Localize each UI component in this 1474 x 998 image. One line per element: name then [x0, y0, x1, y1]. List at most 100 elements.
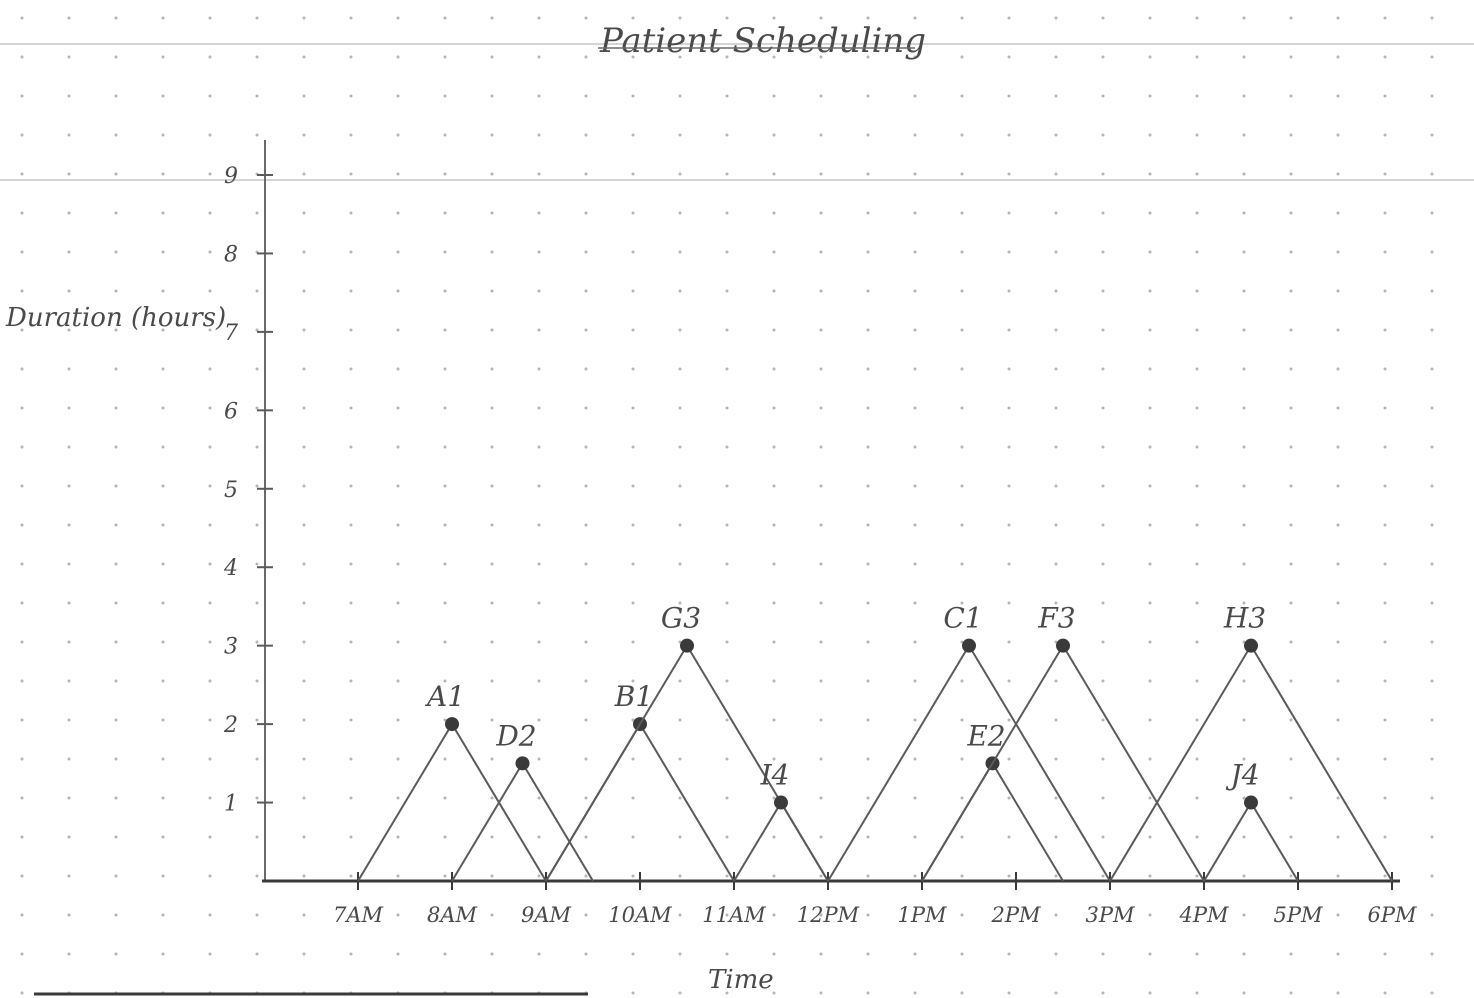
grid-dot — [1148, 991, 1152, 995]
grid-dot — [1148, 757, 1152, 761]
grid-dot — [302, 757, 306, 761]
grid-dot — [631, 913, 635, 917]
grid-dot — [1195, 16, 1199, 20]
grid-dot — [490, 835, 494, 839]
grid-dot — [866, 484, 870, 488]
grid-dot — [1101, 484, 1105, 488]
grid-dot — [725, 601, 729, 605]
grid-dot — [1336, 94, 1340, 98]
grid-dot — [255, 133, 259, 137]
grid-dot — [1007, 874, 1011, 878]
y-tick-label: 9 — [224, 164, 238, 189]
grid-dot — [584, 796, 588, 800]
grid-dot — [67, 55, 71, 59]
grid-dot — [1054, 874, 1058, 878]
grid-dot — [161, 523, 165, 527]
grid-dot — [396, 172, 400, 176]
grid-dot — [1054, 757, 1058, 761]
chart-title: Patient Scheduling — [599, 21, 926, 61]
grid-dot — [819, 718, 823, 722]
grid-dot — [866, 289, 870, 293]
grid-dot — [349, 367, 353, 371]
grid-dot — [866, 406, 870, 410]
grid-dot — [114, 406, 118, 410]
grid-dot — [208, 328, 212, 332]
grid-dot — [114, 757, 118, 761]
grid-dot — [1148, 835, 1152, 839]
series-line — [921, 761, 1064, 882]
grid-dot — [1007, 679, 1011, 683]
grid-dot — [960, 94, 964, 98]
grid-dot — [537, 562, 541, 566]
grid-dot — [913, 445, 917, 449]
series-line — [451, 761, 594, 882]
grid-dot — [1195, 718, 1199, 722]
grid-dot — [1336, 679, 1340, 683]
grid-dot — [678, 952, 682, 956]
grid-dot — [396, 679, 400, 683]
grid-dot — [1242, 523, 1246, 527]
grid-dot — [631, 172, 635, 176]
grid-dot — [1054, 445, 1058, 449]
series-label: J4 — [1225, 759, 1259, 792]
grid-dot — [1242, 562, 1246, 566]
grid-dot — [913, 211, 917, 215]
grid-dot — [255, 835, 259, 839]
grid-dot — [67, 406, 71, 410]
grid-dot — [490, 757, 494, 761]
grid-dot — [913, 640, 917, 644]
grid-dot — [396, 289, 400, 293]
grid-dot — [1007, 172, 1011, 176]
grid-dot — [913, 601, 917, 605]
grid-dot — [255, 601, 259, 605]
grid-dot — [396, 367, 400, 371]
grid-dot — [20, 796, 24, 800]
grid-dot — [208, 679, 212, 683]
grid-dot — [443, 913, 447, 917]
grid-dot — [772, 445, 776, 449]
grid-dot — [114, 172, 118, 176]
grid-dot — [537, 16, 541, 20]
grid-dot — [1007, 757, 1011, 761]
grid-dot — [161, 796, 165, 800]
grid-dot — [584, 913, 588, 917]
grid-dot — [1195, 367, 1199, 371]
grid-dot — [255, 16, 259, 20]
grid-dot — [678, 328, 682, 332]
grid-dot — [1148, 601, 1152, 605]
grid-dot — [161, 16, 165, 20]
grid-dot — [349, 757, 353, 761]
grid-dot — [114, 718, 118, 722]
grid-dot — [1054, 328, 1058, 332]
grid-dot — [678, 601, 682, 605]
grid-dot — [161, 913, 165, 917]
grid-dot — [396, 133, 400, 137]
grid-dot — [255, 874, 259, 878]
grid-dot — [208, 484, 212, 488]
grid-dot — [255, 952, 259, 956]
grid-dot — [913, 289, 917, 293]
grid-dot — [913, 679, 917, 683]
grid-dot — [161, 679, 165, 683]
series-label: E2 — [966, 719, 1005, 752]
grid-dot — [537, 601, 541, 605]
grid-dot — [1289, 367, 1293, 371]
grid-dot — [913, 484, 917, 488]
grid-dot — [1148, 367, 1152, 371]
grid-dot — [302, 55, 306, 59]
grid-dot — [1430, 133, 1434, 137]
grid-dot — [161, 718, 165, 722]
grid-dot — [302, 796, 306, 800]
grid-dot — [913, 796, 917, 800]
grid-dot — [772, 874, 776, 878]
grid-dot — [208, 133, 212, 137]
grid-dot — [1383, 913, 1387, 917]
grid-dot — [678, 16, 682, 20]
grid-dot — [1195, 445, 1199, 449]
grid-dot — [20, 367, 24, 371]
grid-dot — [960, 484, 964, 488]
grid-dot — [1148, 289, 1152, 293]
grid-dot — [1289, 133, 1293, 137]
y-tick-label: 5 — [224, 478, 238, 503]
